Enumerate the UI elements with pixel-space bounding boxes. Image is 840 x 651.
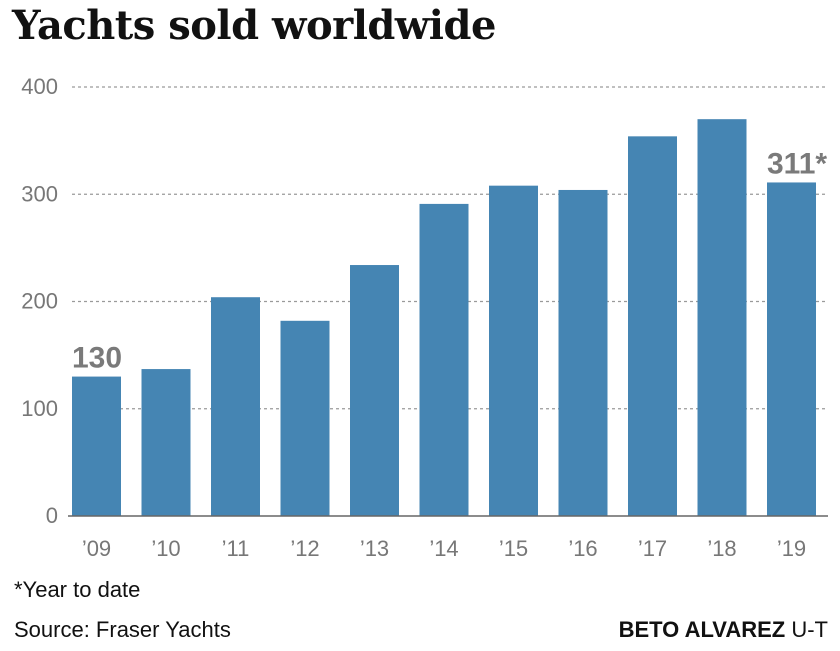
x-tick-label: ’11 bbox=[222, 536, 250, 561]
y-tick-label: 300 bbox=[21, 181, 58, 206]
bar bbox=[211, 297, 260, 516]
x-tick-label: ’10 bbox=[151, 536, 180, 561]
bar bbox=[350, 265, 399, 516]
y-tick-label: 200 bbox=[21, 289, 58, 314]
bar bbox=[72, 376, 121, 516]
chart-title: Yachts sold worldwide bbox=[12, 2, 496, 49]
x-tick-label: ’13 bbox=[360, 536, 389, 561]
credit-name: BETO ALVAREZ bbox=[618, 617, 786, 642]
y-axis-ticks: 0 100 200 300 400 bbox=[21, 74, 58, 528]
x-tick-label: ’17 bbox=[638, 536, 667, 561]
data-label: 311* bbox=[767, 147, 827, 180]
bar bbox=[767, 182, 816, 516]
y-tick-label: 400 bbox=[21, 74, 58, 99]
credit-org: U-T bbox=[791, 617, 828, 642]
y-tick-label: 100 bbox=[21, 396, 58, 421]
credit: BETO ALVAREZ U-T bbox=[619, 617, 828, 643]
x-tick-label: ’09 bbox=[82, 536, 111, 561]
bar bbox=[489, 185, 538, 517]
x-tick-label: ’19 bbox=[777, 536, 806, 561]
footnote: *Year to date bbox=[14, 577, 141, 602]
data-labels: 130 311* bbox=[72, 147, 827, 374]
bar bbox=[558, 189, 608, 516]
bar bbox=[419, 203, 469, 516]
bars bbox=[72, 119, 816, 517]
bar bbox=[280, 320, 330, 516]
bar bbox=[697, 119, 747, 517]
x-tick-label: ’14 bbox=[429, 536, 458, 561]
bar bbox=[628, 136, 677, 516]
source-note: Source: Fraser Yachts bbox=[14, 617, 231, 642]
y-tick-label: 0 bbox=[46, 503, 58, 528]
x-tick-label: ’15 bbox=[499, 536, 528, 561]
bar bbox=[141, 369, 191, 516]
x-tick-label: ’18 bbox=[707, 536, 736, 561]
data-label: 130 bbox=[72, 342, 122, 375]
x-tick-label: ’16 bbox=[568, 536, 597, 561]
x-tick-label: ’12 bbox=[290, 536, 319, 561]
x-axis-ticks: ’09 ’10 ’11 ’12 ’13 ’14 ’15 ’16 ’17 ’18 ’19 bbox=[82, 536, 806, 561]
